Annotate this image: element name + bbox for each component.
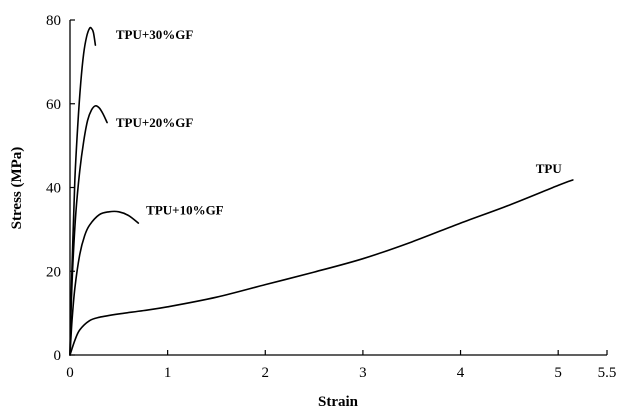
labels-layer: TPU+30%GF TPU+20%GF TPU+10%GF TPU: [116, 27, 562, 218]
series-label-tpu: TPU: [536, 161, 563, 176]
x-tick-label: 5: [554, 365, 562, 381]
y-tick-label: 20: [46, 264, 61, 280]
series-line-tpu-20pctgf: [69, 104, 108, 356]
series-layer: [69, 26, 574, 356]
x-tick-label: 1: [164, 365, 172, 381]
y-axis-title: Stress (MPa): [9, 147, 25, 230]
x-axis-title: Strain: [318, 394, 359, 410]
y-tick-label: 40: [46, 181, 61, 197]
series-line-tpu: [69, 179, 574, 356]
ticks-layer: 0 1 2 3 4 5 5.5 0 20 40 60 80: [46, 13, 616, 381]
x-tick-label: 3: [359, 365, 367, 381]
y-tick-label: 80: [46, 13, 61, 29]
series-label-tpu-20pctgf: TPU+20%GF: [116, 115, 194, 130]
y-tick-label: 0: [54, 348, 62, 364]
x-tick-label: 5.5: [598, 365, 617, 381]
series-line-tpu-10pctgf: [69, 210, 140, 356]
x-tick-label: 2: [262, 365, 270, 381]
series-line-tpu-30pctgf: [69, 26, 97, 356]
y-tick-label: 60: [46, 97, 61, 113]
series-label-tpu-30pctgf: TPU+30%GF: [116, 27, 194, 42]
x-tick-label: 0: [66, 365, 74, 381]
x-tick-label: 4: [457, 365, 465, 381]
series-label-tpu-10pctgf: TPU+10%GF: [146, 203, 224, 218]
axes-layer: [69, 20, 607, 356]
